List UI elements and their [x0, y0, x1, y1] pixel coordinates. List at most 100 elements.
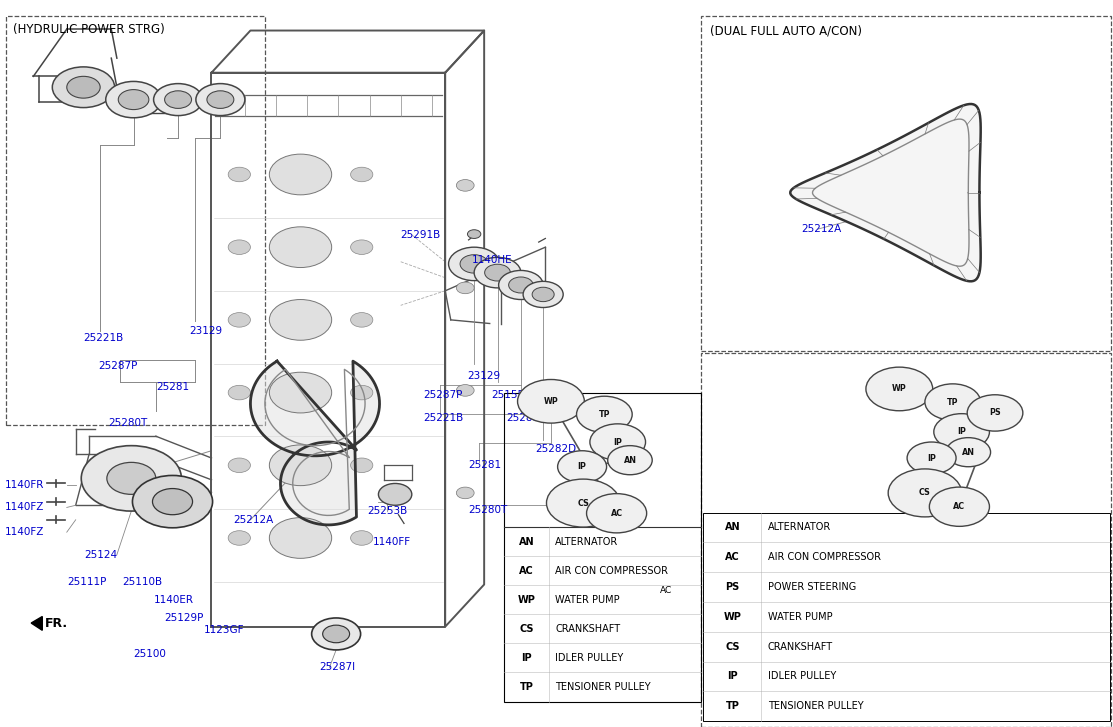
Text: CRANKSHAFT: CRANKSHAFT	[768, 642, 834, 651]
Text: 1140FF: 1140FF	[373, 537, 411, 547]
Text: WATER PUMP: WATER PUMP	[555, 595, 620, 605]
Circle shape	[228, 458, 250, 473]
Text: 25111P: 25111P	[67, 577, 106, 587]
Circle shape	[269, 372, 332, 413]
Circle shape	[228, 240, 250, 254]
Circle shape	[929, 487, 989, 526]
Text: IP: IP	[613, 438, 622, 446]
Text: 25155A: 25155A	[491, 390, 531, 400]
Text: 25129P: 25129P	[165, 613, 204, 623]
Circle shape	[118, 89, 149, 110]
Circle shape	[228, 385, 250, 400]
Text: 25289: 25289	[506, 413, 540, 423]
Text: CRANKSHAFT: CRANKSHAFT	[555, 624, 621, 634]
Text: CS: CS	[919, 489, 930, 497]
Text: AN: AN	[725, 523, 740, 532]
Circle shape	[132, 475, 213, 528]
Circle shape	[946, 438, 991, 467]
Text: 1140HE: 1140HE	[472, 254, 513, 265]
Text: AIR CON COMPRESSOR: AIR CON COMPRESSOR	[768, 553, 881, 562]
Circle shape	[523, 281, 563, 308]
Circle shape	[196, 84, 245, 116]
Circle shape	[449, 247, 500, 281]
Text: 1140ER: 1140ER	[154, 595, 194, 605]
Text: AC: AC	[659, 586, 672, 595]
Text: AN: AN	[519, 537, 534, 547]
Text: AC: AC	[954, 502, 965, 511]
Circle shape	[934, 414, 989, 450]
Circle shape	[228, 167, 250, 182]
Circle shape	[106, 81, 161, 118]
Text: 1123GF: 1123GF	[204, 625, 244, 635]
Text: 25130G: 25130G	[126, 462, 167, 472]
Polygon shape	[790, 104, 981, 281]
Text: IP: IP	[578, 462, 587, 471]
Circle shape	[509, 277, 533, 293]
Text: 23129: 23129	[189, 326, 223, 336]
Text: ALTERNATOR: ALTERNATOR	[555, 537, 619, 547]
Circle shape	[207, 91, 234, 108]
Text: TP: TP	[947, 398, 958, 406]
Circle shape	[269, 300, 332, 340]
Circle shape	[967, 395, 1023, 431]
Text: IDLER PULLEY: IDLER PULLEY	[555, 653, 623, 663]
Text: 25221B: 25221B	[83, 333, 124, 343]
Text: WP: WP	[518, 595, 535, 605]
Circle shape	[866, 367, 933, 411]
Text: 25124: 25124	[85, 550, 118, 560]
Circle shape	[67, 76, 100, 98]
Circle shape	[518, 379, 584, 423]
Circle shape	[456, 180, 474, 191]
Circle shape	[590, 424, 646, 460]
Circle shape	[907, 442, 956, 474]
Text: 25221B: 25221B	[423, 413, 463, 423]
Circle shape	[154, 84, 203, 116]
Circle shape	[351, 167, 373, 182]
Circle shape	[888, 469, 962, 517]
Circle shape	[474, 257, 521, 288]
Circle shape	[228, 313, 250, 327]
Text: 25212A: 25212A	[234, 515, 274, 525]
Text: WP: WP	[543, 397, 559, 406]
Circle shape	[546, 479, 620, 527]
Text: ALTERNATOR: ALTERNATOR	[768, 523, 831, 532]
Text: WATER PUMP: WATER PUMP	[768, 612, 833, 622]
Circle shape	[467, 230, 481, 238]
Text: 25287P: 25287P	[98, 361, 137, 371]
Text: 25110B: 25110B	[122, 577, 162, 587]
Circle shape	[351, 458, 373, 473]
Text: POWER STEERING: POWER STEERING	[768, 582, 856, 592]
Text: 25212A: 25212A	[801, 224, 841, 234]
Circle shape	[378, 483, 412, 505]
Circle shape	[351, 313, 373, 327]
Text: WP: WP	[723, 612, 741, 622]
Circle shape	[351, 385, 373, 400]
Circle shape	[608, 446, 652, 475]
Text: AC: AC	[611, 509, 622, 518]
Text: TENSIONER PULLEY: TENSIONER PULLEY	[555, 682, 651, 692]
Circle shape	[269, 227, 332, 268]
Text: 25100: 25100	[134, 649, 167, 659]
Text: 1140FR: 1140FR	[4, 480, 43, 490]
Text: AN: AN	[623, 456, 637, 465]
Circle shape	[228, 531, 250, 545]
Text: TENSIONER PULLEY: TENSIONER PULLEY	[768, 702, 864, 711]
Text: 25287P: 25287P	[423, 390, 462, 400]
Text: PS: PS	[989, 409, 1001, 417]
Circle shape	[269, 518, 332, 558]
Circle shape	[587, 494, 647, 533]
Circle shape	[558, 451, 607, 483]
Circle shape	[456, 487, 474, 499]
Text: AC: AC	[519, 566, 534, 576]
Circle shape	[499, 270, 543, 300]
Polygon shape	[31, 616, 42, 630]
Text: AN: AN	[962, 448, 975, 457]
Circle shape	[925, 384, 981, 420]
Text: IP: IP	[521, 653, 532, 663]
Text: 25287I: 25287I	[319, 662, 355, 672]
Circle shape	[456, 385, 474, 396]
Text: 25253B: 25253B	[367, 506, 407, 516]
Circle shape	[577, 396, 632, 433]
Text: CS: CS	[578, 499, 589, 507]
Text: TP: TP	[599, 410, 610, 419]
